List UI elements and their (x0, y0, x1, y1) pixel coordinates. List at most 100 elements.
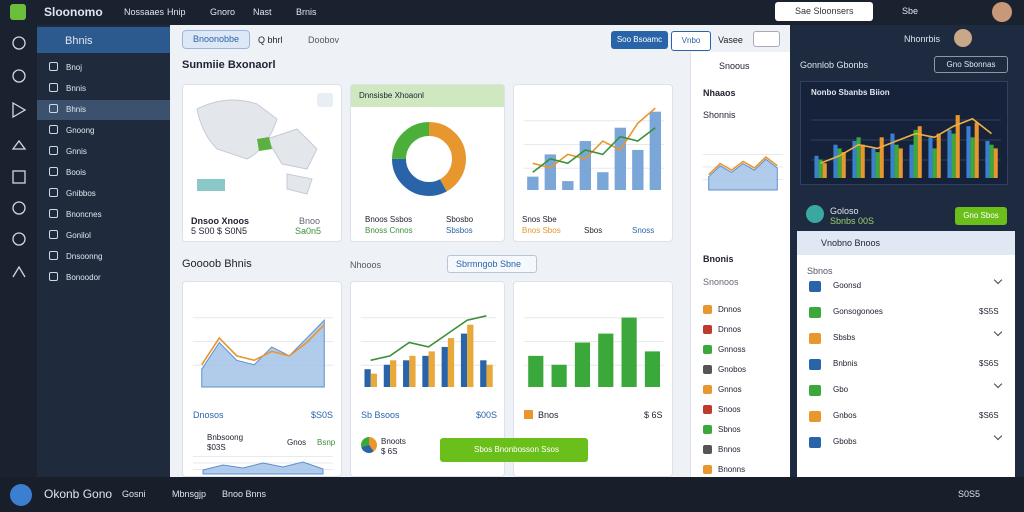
sidebar-item[interactable]: Gnnis (66, 147, 87, 156)
row-name[interactable]: Goonsd (833, 281, 862, 290)
button[interactable]: Vasee (718, 35, 743, 45)
area (201, 319, 325, 388)
clock: S0S5 (958, 489, 981, 499)
bar (909, 144, 914, 178)
nav-item[interactable]: Gnoro (210, 7, 236, 17)
right-panel: Nhonrbis Gonnlob Gbonbs Gno Sbonnas Nonb… (790, 25, 1024, 477)
row-icon (809, 437, 821, 448)
sidebar-item[interactable]: Boois (66, 168, 87, 177)
activity-item[interactable]: Gnobos (718, 365, 747, 374)
nav-item[interactable]: Brnis (296, 7, 317, 17)
area-chart (193, 456, 333, 475)
toggle[interactable] (753, 31, 780, 47)
sidebar-item[interactable]: Dnsoonng (66, 252, 103, 261)
card-title: Dnosos (193, 410, 224, 420)
row-name[interactable]: Gbo (833, 385, 849, 394)
bar-chart (811, 115, 1001, 178)
sidebar-header[interactable]: Bhnis (37, 27, 170, 53)
bar (447, 338, 455, 387)
bar (632, 149, 644, 190)
item-icon (703, 465, 712, 474)
breadcrumb[interactable]: Bnoo Bnns (222, 489, 267, 499)
bar (970, 137, 975, 178)
bar (621, 317, 637, 387)
bar (898, 148, 903, 178)
toast[interactable]: Sbos Bnonbosson Ssos (440, 438, 588, 462)
mini-pie (361, 437, 377, 453)
card-title: Dnsoo Xnoos (191, 216, 249, 226)
bar (974, 122, 979, 178)
nav-item[interactable]: Nossaaes (124, 7, 165, 17)
row-name[interactable]: Gnbos (833, 411, 857, 420)
chevron (993, 327, 1003, 337)
sidebar-item[interactable]: Bhnis (66, 105, 87, 114)
activity-item[interactable]: Bnonns (718, 465, 746, 474)
sidebar-item[interactable]: Bonoodor (66, 273, 101, 282)
tab[interactable]: Q bhrl (258, 35, 283, 45)
line (708, 155, 778, 176)
nav-item[interactable]: Nast (253, 7, 272, 17)
item-icon (703, 305, 712, 314)
activity-item[interactable]: Gnnoss (718, 345, 746, 354)
activity-item[interactable]: Dnnos (718, 325, 742, 334)
chevron (993, 379, 1003, 389)
activity-item[interactable]: Sbnos (718, 425, 741, 434)
bar (822, 163, 827, 178)
sidebar-item[interactable]: Bnnis (66, 84, 87, 93)
card: Dnnsisbe Xhoaonl Bnoos Ssbos Sbosbo Bnos… (350, 84, 505, 242)
bar (579, 141, 592, 190)
button[interactable]: Soo Bsoamc (611, 31, 668, 49)
sidebar-item[interactable]: Gonilol (66, 231, 91, 240)
sidebar-item[interactable]: Bnoj (66, 63, 83, 72)
chart-title: Nonbo Sbanbs Biion (811, 88, 890, 97)
sidebar-item[interactable]: Gnibbos (66, 189, 96, 198)
activity-item[interactable]: Gnnos (718, 385, 742, 394)
section-title: Sunmiie Bxonaorl (182, 59, 276, 71)
dropdown[interactable]: Sbrmngob Sbne (447, 255, 537, 273)
breadcrumb[interactable]: Gosni (122, 489, 146, 499)
nav-item[interactable]: Hnip (167, 7, 186, 17)
row-name[interactable]: Gbobs (833, 437, 857, 446)
menu[interactable]: Snoous (719, 61, 750, 71)
bar (856, 137, 861, 178)
bar (936, 133, 941, 178)
card-value: $S0S (311, 410, 334, 420)
row-name[interactable]: Sbsbs (833, 333, 856, 342)
button[interactable]: Gno Sbos (955, 207, 1007, 225)
row-icon (809, 281, 821, 292)
activity-item[interactable]: Bnnos (718, 445, 741, 454)
card-stat: 5 S00 $ S0N5 (191, 226, 248, 236)
item-icon (703, 385, 712, 394)
activity-item[interactable]: Dnnos (718, 305, 742, 314)
tab[interactable]: Bnoonobbe (182, 30, 250, 49)
breadcrumb[interactable]: Mbnsgjp (172, 489, 207, 499)
sidebar-item[interactable]: Bnoncnes (66, 210, 102, 219)
sidebar-title: Bhnis (65, 35, 93, 47)
activity-item[interactable]: Snoos (718, 405, 741, 414)
bar (544, 154, 557, 190)
nav-icon (49, 104, 58, 113)
logo (10, 4, 26, 20)
line (201, 324, 325, 366)
sidebar-item[interactable]: Gnoong (66, 126, 95, 135)
legend: Sbosbo (446, 215, 474, 224)
area (708, 158, 778, 191)
button[interactable]: Vnbo (671, 31, 711, 51)
logo[interactable] (10, 484, 32, 506)
search-box[interactable]: Sae Sloonsers (775, 2, 873, 21)
legend: $03S (207, 443, 226, 452)
row-value: $S5S (979, 307, 999, 316)
donut-segment (392, 122, 466, 196)
button[interactable]: Gno Sbonnas (934, 56, 1008, 73)
bar (875, 152, 880, 178)
card-title: Dnnsisbe Xhoaonl (359, 91, 424, 100)
line (370, 315, 487, 362)
avatar[interactable] (992, 2, 1012, 22)
nav-icon (49, 251, 58, 260)
row-name[interactable]: Bnbnis (833, 359, 858, 368)
area (202, 461, 324, 475)
row-name[interactable]: Gonsogonoes (833, 307, 883, 316)
card: Snos Sbe Bnos Sbos Sbos Snoss (513, 84, 673, 242)
area-chart (703, 154, 783, 191)
tab[interactable]: Doobov (308, 35, 340, 45)
